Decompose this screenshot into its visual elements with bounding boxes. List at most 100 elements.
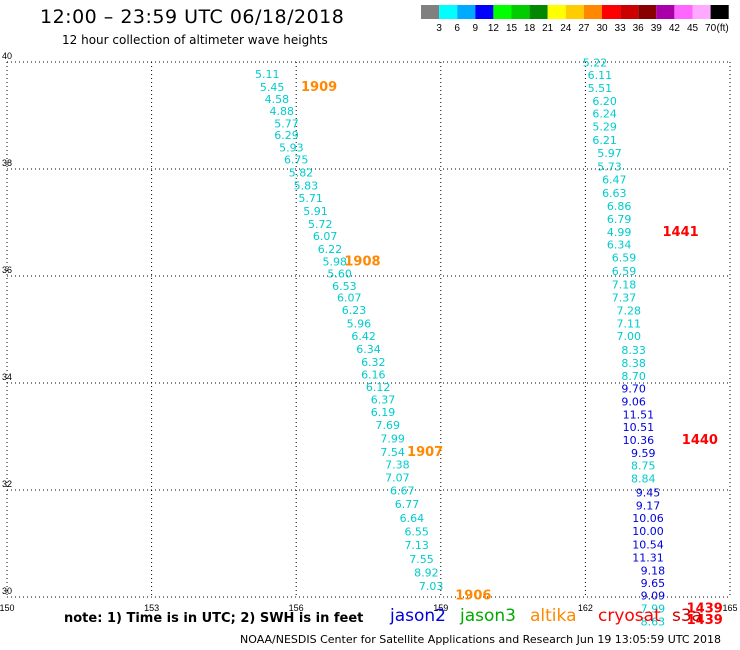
y-tick-label: 30 <box>2 586 12 596</box>
swh-value-label: 9.17 <box>636 499 661 512</box>
swh-value-label: 7.69 <box>376 419 401 432</box>
colorbar-swatch <box>656 5 675 19</box>
y-tick-label: 36 <box>2 265 12 275</box>
swh-value-label: 6.53 <box>332 280 357 293</box>
legend-jason2: jason2 <box>390 606 446 626</box>
swh-value-label: 6.29 <box>274 129 299 142</box>
pass-time-label: 1909 <box>301 80 337 95</box>
swh-value-label: 6.11 <box>588 69 613 82</box>
colorbar-tick-label: 18 <box>524 23 536 34</box>
axis-labels: 150 153 156 159 162 165 30 32 34 36 38 40 <box>0 51 738 613</box>
swh-value-label: 7.07 <box>385 471 410 484</box>
swh-value-label: 6.34 <box>607 239 632 252</box>
note-text: note: 1) Time is in UTC; 2) SWH is in fe… <box>64 611 364 626</box>
legend-cryosat: cryosat <box>598 606 661 626</box>
swh-value-label: 6.59 <box>612 265 637 278</box>
colorbar-tick-label: 15 <box>506 23 518 34</box>
swh-value-label: 6.32 <box>361 356 386 369</box>
swh-value-label: 6.16 <box>361 369 386 382</box>
swh-value-label: 10.54 <box>632 538 664 551</box>
y-tick-label: 38 <box>2 158 12 168</box>
colorbar-tick-label: 21 <box>542 23 554 34</box>
swh-value-label: 7.99 <box>641 603 666 616</box>
swh-value-label: 5.11 <box>255 68 280 81</box>
swh-value-label: 5.60 <box>327 268 352 281</box>
x-tick-label: 165 <box>722 603 737 613</box>
y-tick-label: 34 <box>2 372 12 382</box>
y-tick-label: 40 <box>2 51 12 61</box>
swh-value-label: 9.59 <box>631 447 656 460</box>
swh-value-label: 7.18 <box>612 278 637 291</box>
swh-value-label: 6.34 <box>356 343 381 356</box>
swh-value-label: 10.51 <box>623 421 655 434</box>
colorbar-swatch <box>692 5 711 19</box>
swh-value-label: 6.42 <box>351 330 376 343</box>
colorbar-swatch <box>620 5 639 19</box>
pass-time-label: 1907 <box>407 445 443 460</box>
colorbar-tick-label: 33 <box>615 23 627 34</box>
swh-value-label: 6.21 <box>592 134 617 147</box>
swh-value-label: 7.55 <box>409 553 434 566</box>
colorbar-swatch <box>710 5 729 19</box>
colorbar-tick-label: 9 <box>473 23 479 34</box>
swh-value-label: 10.06 <box>632 512 664 525</box>
colorbar-tick-label: 12 <box>488 23 500 34</box>
swh-value-label: 5.29 <box>592 120 617 133</box>
colorbar-units: (ft) <box>716 23 728 34</box>
swh-value-label: 7.38 <box>385 459 410 472</box>
swh-value-label: 11.31 <box>632 552 664 565</box>
swh-value-label: 9.18 <box>641 565 666 578</box>
colorbar-swatch <box>602 5 621 19</box>
swh-value-label: 8.92 <box>414 567 439 580</box>
colorbar-swatch <box>583 5 602 19</box>
swh-value-label: 8.63 <box>641 615 666 628</box>
swh-value-label: 8.75 <box>631 460 656 473</box>
colorbar-swatch <box>674 5 693 19</box>
map-subtitle: 12 hour collection of altimeter wave hei… <box>62 33 328 47</box>
colorbar-tick-label: 24 <box>560 23 572 34</box>
swh-value-label: 10.00 <box>632 525 664 538</box>
colorbar-legend: 3 6 9 12 15 18 21 24 27 30 33 36 39 42 45 70 (ft) <box>421 5 729 34</box>
pass-time-label: 1439 <box>687 602 723 617</box>
swh-value-label: 5.93 <box>279 141 304 154</box>
swh-value-label: 6.79 <box>607 213 632 226</box>
colorbar-swatch <box>638 5 657 19</box>
swh-value-label: 5.97 <box>597 147 622 160</box>
swh-value-label: 6.20 <box>592 95 617 108</box>
swh-value-label: 5.45 <box>260 81 285 94</box>
swh-value-label: 9.70 <box>621 383 646 396</box>
legend-s3a: s3a <box>672 606 703 626</box>
pass-time-label: 1440 <box>682 433 718 448</box>
colorbar-swatch <box>439 5 458 19</box>
colorbar-tick-label: 27 <box>578 23 590 34</box>
pass-time-label: 1906 <box>455 589 491 604</box>
swh-value-label: 5.83 <box>294 179 319 192</box>
swh-value-label: 7.11 <box>617 317 642 330</box>
swh-value-label: 9.06 <box>621 395 646 408</box>
y-tick-label: 32 <box>2 479 12 489</box>
swh-value-label: 6.37 <box>371 393 396 406</box>
swh-value-label: 5.22 <box>583 56 608 69</box>
wave-height-labels: 5.115.454.584.885.776.295.936.755.825.83… <box>255 56 665 628</box>
colorbar-swatch <box>457 5 476 19</box>
swh-value-label: 6.07 <box>313 230 338 243</box>
swh-value-label: 9.09 <box>641 590 666 603</box>
colorbar-tick-label: 36 <box>633 23 645 34</box>
colorbar-swatch <box>493 5 512 19</box>
swh-value-label: 6.59 <box>612 252 637 265</box>
swh-value-label: 5.51 <box>588 82 613 95</box>
pass-time-label: 1441 <box>663 225 699 240</box>
swh-value-label: 7.99 <box>380 432 405 445</box>
colorbar-tick-label: 70 <box>705 23 717 34</box>
legend-altika: altika <box>530 606 577 626</box>
x-tick-label: 153 <box>144 603 159 613</box>
swh-value-label: 7.00 <box>617 330 642 343</box>
swh-value-label: 4.88 <box>269 105 294 118</box>
swh-value-label: 6.24 <box>592 108 617 121</box>
colorbar-swatch <box>511 5 530 19</box>
x-tick-label: 159 <box>433 603 448 613</box>
swh-value-label: 8.84 <box>631 473 656 486</box>
swh-value-label: 6.63 <box>602 187 627 200</box>
swh-value-label: 5.82 <box>289 166 314 179</box>
swh-value-label: 8.70 <box>621 370 646 383</box>
